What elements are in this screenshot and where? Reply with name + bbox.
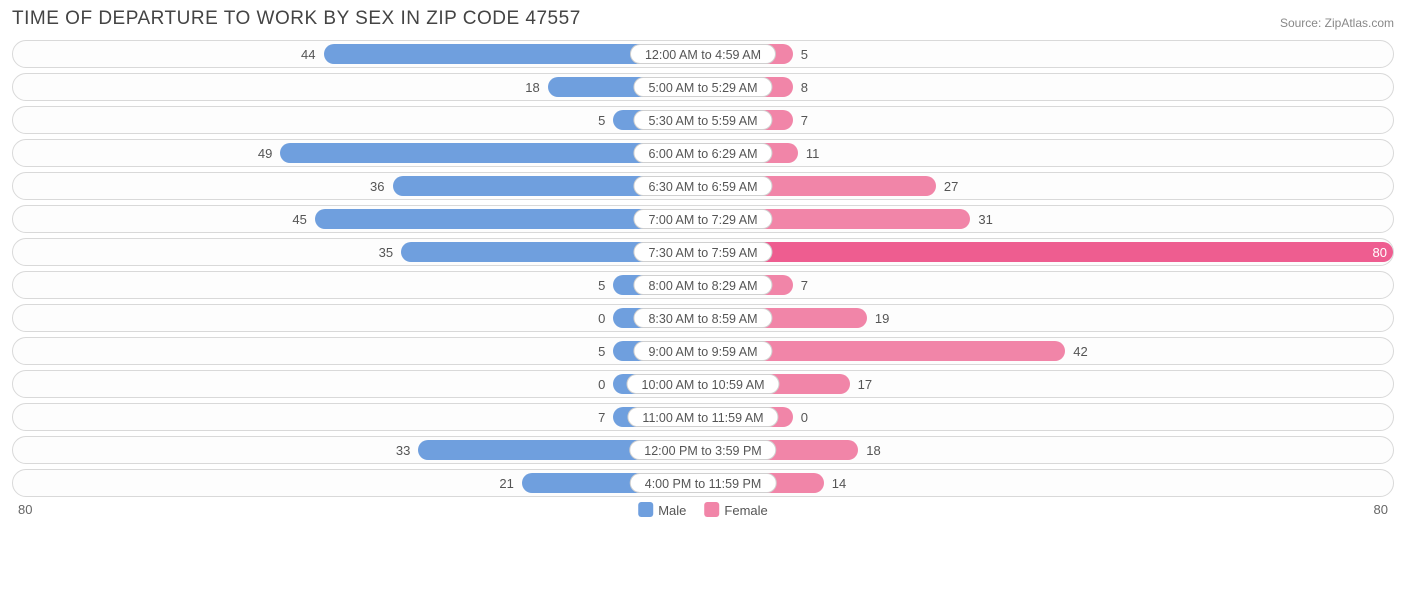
female-bar (703, 242, 1393, 262)
chart-row: 18 8 5:00 AM to 5:29 AM (12, 73, 1394, 101)
diverging-bar-chart: 44 5 12:00 AM to 4:59 AM 18 8 5:00 AM to 5:29… (12, 40, 1394, 497)
female-value: 0 (801, 404, 808, 432)
chart-row: 5 7 8:00 AM to 8:29 AM (12, 271, 1394, 299)
category-label: 7:00 AM to 7:29 AM (633, 209, 772, 229)
chart-row: 7 0 11:00 AM to 11:59 AM (12, 403, 1394, 431)
chart-row: 0 19 8:30 AM to 8:59 AM (12, 304, 1394, 332)
chart-row: 35 80 7:30 AM to 7:59 AM (12, 238, 1394, 266)
female-value: 11 (806, 140, 820, 168)
female-value: 80 (1373, 239, 1387, 267)
female-value: 5 (801, 41, 808, 69)
category-label: 5:30 AM to 5:59 AM (633, 110, 772, 130)
category-label: 6:30 AM to 6:59 AM (633, 176, 772, 196)
male-value: 33 (396, 437, 410, 465)
axis-max-right: 80 (1374, 502, 1388, 517)
category-label: 6:00 AM to 6:29 AM (633, 143, 772, 163)
female-value: 14 (832, 470, 846, 498)
chart-row: 49 11 6:00 AM to 6:29 AM (12, 139, 1394, 167)
female-value: 27 (944, 173, 958, 201)
male-value: 0 (598, 305, 605, 333)
category-label: 8:00 AM to 8:29 AM (633, 275, 772, 295)
female-value: 42 (1073, 338, 1087, 366)
category-label: 9:00 AM to 9:59 AM (633, 341, 772, 361)
female-value: 7 (801, 107, 808, 135)
legend: Male Female (638, 502, 768, 518)
male-value: 35 (379, 239, 393, 267)
female-value: 19 (875, 305, 889, 333)
male-value: 5 (598, 107, 605, 135)
female-value: 31 (978, 206, 992, 234)
female-value: 18 (866, 437, 880, 465)
male-value: 49 (258, 140, 272, 168)
chart-row: 0 17 10:00 AM to 10:59 AM (12, 370, 1394, 398)
chart-row: 36 27 6:30 AM to 6:59 AM (12, 172, 1394, 200)
chart-row: 44 5 12:00 AM to 4:59 AM (12, 40, 1394, 68)
female-swatch (704, 502, 719, 517)
male-value: 5 (598, 272, 605, 300)
male-value: 21 (499, 470, 513, 498)
legend-male-label: Male (658, 503, 686, 518)
legend-female-label: Female (724, 503, 767, 518)
chart-title: TIME OF DEPARTURE TO WORK BY SEX IN ZIP … (12, 8, 581, 30)
chart-row: 45 31 7:00 AM to 7:29 AM (12, 205, 1394, 233)
category-label: 5:00 AM to 5:29 AM (633, 77, 772, 97)
male-value: 44 (301, 41, 315, 69)
axis-max-left: 80 (18, 502, 32, 517)
female-value: 8 (801, 74, 808, 102)
male-value: 7 (598, 404, 605, 432)
category-label: 12:00 PM to 3:59 PM (629, 440, 776, 460)
legend-female: Female (704, 502, 767, 518)
category-label: 8:30 AM to 8:59 AM (633, 308, 772, 328)
chart-row: 5 42 9:00 AM to 9:59 AM (12, 337, 1394, 365)
legend-male: Male (638, 502, 686, 518)
category-label: 11:00 AM to 11:59 AM (627, 407, 778, 427)
chart-row: 21 14 4:00 PM to 11:59 PM (12, 469, 1394, 497)
male-swatch (638, 502, 653, 517)
male-value: 36 (370, 173, 384, 201)
chart-row: 5 7 5:30 AM to 5:59 AM (12, 106, 1394, 134)
male-value: 0 (598, 371, 605, 399)
female-value: 17 (858, 371, 872, 399)
source-attribution: Source: ZipAtlas.com (1280, 16, 1394, 30)
category-label: 4:00 PM to 11:59 PM (630, 473, 777, 493)
male-value: 45 (292, 206, 306, 234)
category-label: 10:00 AM to 10:59 AM (627, 374, 780, 394)
chart-row: 33 18 12:00 PM to 3:59 PM (12, 436, 1394, 464)
male-value: 18 (525, 74, 539, 102)
female-value: 7 (801, 272, 808, 300)
category-label: 12:00 AM to 4:59 AM (630, 44, 776, 64)
male-value: 5 (598, 338, 605, 366)
category-label: 7:30 AM to 7:59 AM (633, 242, 772, 262)
